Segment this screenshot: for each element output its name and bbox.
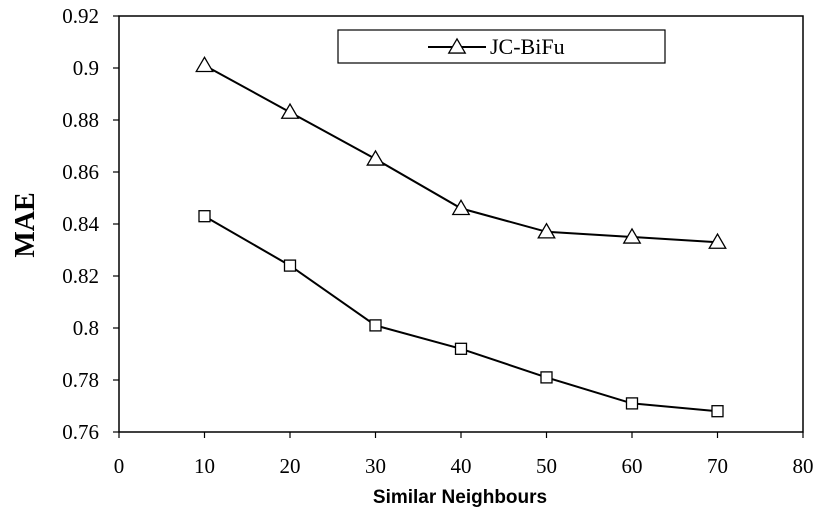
- data-point-triangle: [451, 199, 471, 216]
- legend-label: JC-BiFu: [490, 34, 565, 59]
- y-tick-label: 0.84: [62, 212, 99, 236]
- y-tick-label: 0.88: [62, 108, 99, 132]
- x-tick-label: 30: [365, 454, 386, 478]
- data-point-square: [198, 210, 211, 223]
- legend-box: [337, 29, 666, 64]
- chart-ticks: 0 10 20 30 40 50 60 70 80 0.76 0.78 0.8 0.82 0.84 0.86…: [62, 4, 813, 478]
- plot-area-frame: [118, 15, 804, 433]
- series-1: [195, 56, 727, 249]
- y-tick-label: 0.78: [62, 368, 99, 392]
- x-axis-title: Similar Neighbours: [373, 487, 547, 508]
- data-point-square: [283, 259, 297, 272]
- y-tick-label: 0.82: [62, 264, 99, 288]
- series-line: [203, 215, 718, 413]
- chart-series: [195, 56, 727, 418]
- series-line: [204, 64, 718, 244]
- x-tick-label: 10: [194, 454, 215, 478]
- legend-marker-triangle: [447, 37, 467, 54]
- series-2: [198, 210, 724, 418]
- data-point-triangle: [366, 149, 385, 166]
- x-tick-label: 20: [280, 454, 301, 478]
- data-point-triangle: [622, 227, 642, 244]
- y-tick-label: 0.76: [62, 420, 99, 444]
- data-point-triangle: [708, 232, 727, 249]
- data-point-square: [369, 319, 382, 332]
- chart-legend: JC-BiFu: [337, 29, 666, 64]
- data-point-triangle: [195, 56, 214, 73]
- y-tick-label: 0.8: [73, 316, 99, 340]
- y-tick-label: 0.9: [73, 56, 99, 80]
- chart-axes: [118, 15, 804, 433]
- y-tick-label: 0.92: [62, 4, 99, 28]
- y-tick-label: 0.86: [62, 160, 99, 184]
- x-tick-label: 50: [536, 454, 557, 478]
- x-tick-label: 70: [707, 454, 728, 478]
- x-tick-label: 80: [793, 454, 814, 478]
- y-axis-title: MAE: [10, 192, 41, 257]
- data-point-square: [540, 371, 553, 384]
- x-tick-label: 0: [114, 454, 125, 478]
- data-point-square: [625, 397, 639, 410]
- x-tick-label: 60: [622, 454, 643, 478]
- data-point-square: [711, 405, 724, 418]
- data-point-square: [454, 342, 468, 355]
- data-point-triangle: [537, 222, 556, 239]
- data-point-triangle: [280, 102, 300, 119]
- x-tick-label: 40: [451, 454, 472, 478]
